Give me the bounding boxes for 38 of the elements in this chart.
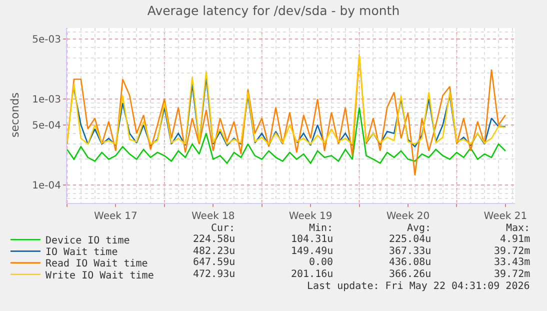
text: 33.43m	[494, 257, 530, 268]
text: Last update: Fri May 22 04:31:09 2026	[307, 281, 530, 292]
text: 225.04u	[389, 234, 432, 245]
chart-title: Average latency for /dev/sda - by month	[147, 2, 400, 18]
text: Min:	[309, 223, 334, 234]
text: 201.16u	[291, 269, 334, 280]
text: 149.49u	[291, 246, 334, 257]
legend-label: IO Wait time	[45, 247, 118, 258]
text: Max:	[506, 223, 530, 234]
y-tick-label: 5e-03	[32, 34, 61, 46]
text: 39.72m	[494, 246, 530, 257]
text: 0.00	[309, 257, 334, 268]
text: 482.23u	[193, 246, 236, 257]
text: 647.59u	[193, 257, 236, 268]
text: Avg:	[407, 223, 432, 234]
x-tick-label: Week 18	[191, 211, 235, 222]
line-series	[67, 106, 506, 164]
text: Cur:	[211, 223, 236, 234]
text: 366.26u	[389, 269, 432, 280]
line-series	[67, 54, 506, 145]
legend-label: Read IO Wait time	[45, 258, 148, 270]
x-tick-label: Week 20	[386, 211, 430, 222]
y-tick-label: 5e-04	[32, 120, 61, 132]
text: 39.72m	[494, 269, 530, 280]
text: 104.31u	[291, 234, 334, 245]
y-tick-label: 1e-04	[32, 180, 61, 192]
x-tick-label: Week 19	[288, 211, 332, 222]
legend-label: Write IO Wait time	[45, 270, 154, 282]
text: 472.93u	[193, 269, 236, 280]
text: 436.08u	[389, 257, 432, 268]
text: 224.58u	[193, 234, 236, 245]
y-axis-title: seconds	[8, 92, 22, 138]
legend-label: Device IO time	[45, 236, 130, 246]
text: 4.91m	[500, 234, 530, 245]
text: 367.33u	[389, 246, 432, 257]
x-tick-label: Week 21	[484, 211, 528, 222]
y-tick-label: 1e-03	[32, 94, 61, 106]
x-tick-label: Week 17	[94, 211, 138, 222]
